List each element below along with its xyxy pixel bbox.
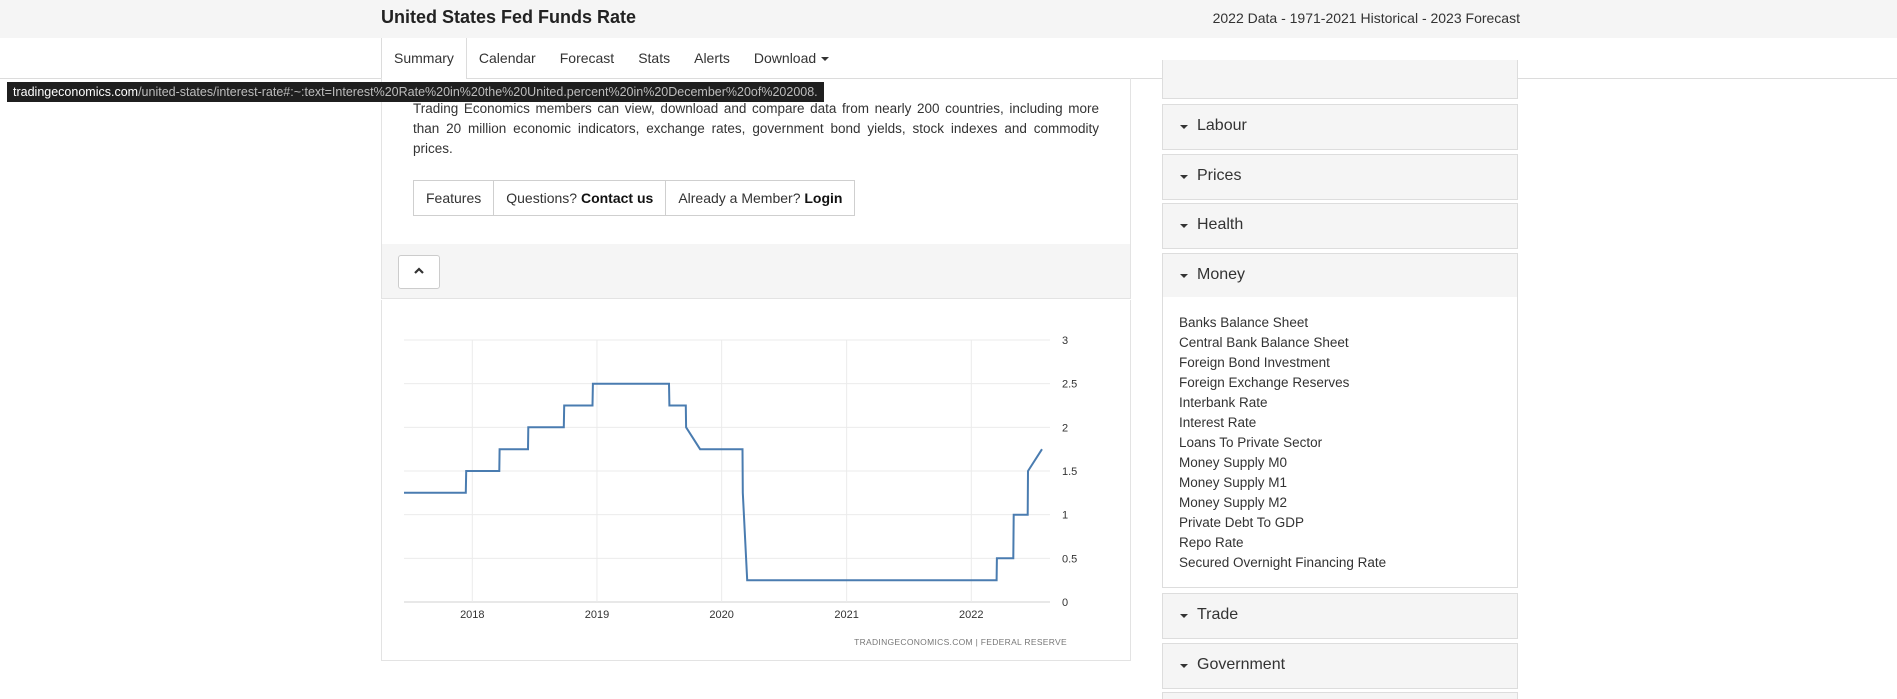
fed-funds-rate-chart: 0 0.5 1 1.5 2 2.5 3 2018 2019 2020 2021 2022 TRADIN… xyxy=(404,335,1077,647)
panel-labour[interactable]: Labour xyxy=(1162,104,1518,150)
tab-calendar[interactable]: Calendar xyxy=(467,38,548,78)
money-list-item[interactable]: Secured Overnight Financing Rate xyxy=(1179,555,1387,570)
tab-forecast[interactable]: Forecast xyxy=(548,38,626,78)
money-list-item[interactable]: Foreign Exchange Reserves xyxy=(1179,375,1350,390)
chart-container: 0 0.5 1 1.5 2 2.5 3 2018 2019 2020 2021 2022 TRADIN… xyxy=(381,300,1131,661)
caret-down-icon xyxy=(1180,614,1188,618)
money-list-item[interactable]: Private Debt To GDP xyxy=(1179,515,1305,530)
y-tick-label: 1 xyxy=(1062,510,1068,522)
caret-down-icon xyxy=(1180,175,1188,179)
money-list-item[interactable]: Money Supply M1 xyxy=(1179,475,1288,490)
features-label: Features xyxy=(426,190,482,206)
header-subtitle: 2022 Data - 1971-2021 Historical - 2023 … xyxy=(1212,10,1520,26)
money-panel-body: Banks Balance Sheet Central Bank Balance … xyxy=(1162,297,1518,588)
panel-health[interactable]: Health xyxy=(1162,203,1518,249)
caret-down-icon xyxy=(1180,274,1188,278)
money-list-item[interactable]: Loans To Private Sector xyxy=(1179,435,1323,450)
page-title: United States Fed Funds Rate xyxy=(381,7,637,27)
chevron-up-icon xyxy=(414,267,424,274)
x-tick-label: 2020 xyxy=(709,609,733,621)
x-tick-label: 2021 xyxy=(834,609,858,621)
caret-down-icon xyxy=(1180,125,1188,129)
tab-alerts[interactable]: Alerts xyxy=(682,38,742,78)
members-promo-box: Trading Economics members can view, down… xyxy=(381,78,1131,245)
y-tick-label: 2.5 xyxy=(1062,379,1077,391)
money-list-item[interactable]: Central Bank Balance Sheet xyxy=(1179,335,1349,350)
chart-toolbar xyxy=(381,244,1131,299)
tab-label: Summary xyxy=(394,50,454,66)
money-list-item[interactable]: Banks Balance Sheet xyxy=(1179,315,1309,330)
chart-source: TRADINGECONOMICS.COM | FEDERAL RESERVE xyxy=(854,637,1067,647)
chart-ticks: 0 0.5 1 1.5 2 2.5 3 2018 2019 2020 2021 2022 xyxy=(460,335,1077,621)
money-list-item[interactable]: Repo Rate xyxy=(1179,535,1244,550)
url-path: /united-states/interest-rate#:~:text=Int… xyxy=(138,85,818,99)
promo-button-group: Features Questions? Contact us Already a… xyxy=(413,180,856,216)
x-tick-label: 2022 xyxy=(959,609,983,621)
nav-tabs: Summary Calendar Forecast Stats Alerts D… xyxy=(381,38,841,79)
y-tick-label: 3 xyxy=(1062,335,1068,347)
money-list-item[interactable]: Interbank Rate xyxy=(1179,395,1268,410)
contact-label: Contact us xyxy=(580,190,654,206)
tab-label: Forecast xyxy=(559,50,615,66)
tab-label: Calendar xyxy=(478,50,536,66)
login-button[interactable]: Already a Member? Login xyxy=(666,181,854,215)
y-tick-label: 0.5 xyxy=(1062,553,1077,565)
contact-us-button[interactable]: Questions? Contact us xyxy=(494,181,667,215)
tab-stats[interactable]: Stats xyxy=(626,38,682,78)
panel-government[interactable]: Government xyxy=(1162,643,1518,689)
x-tick-label: 2019 xyxy=(585,609,609,621)
caret-down-icon xyxy=(1180,224,1188,228)
panel-money[interactable]: Money xyxy=(1162,253,1518,299)
link-url-tooltip: tradingeconomics.com/united-states/inter… xyxy=(7,82,824,102)
caret-down-icon xyxy=(821,57,830,62)
y-tick-label: 0 xyxy=(1062,597,1068,609)
panel-gdp-partial[interactable] xyxy=(1162,60,1518,99)
money-list-item[interactable]: Interest Rate xyxy=(1179,415,1257,430)
panel-prices[interactable]: Prices xyxy=(1162,154,1518,200)
series-line xyxy=(404,382,1043,582)
top-header: United States Fed Funds Rate 2022 Data -… xyxy=(0,0,1897,39)
tab-label: Alerts xyxy=(694,50,730,66)
money-list-item[interactable]: Foreign Bond Investment xyxy=(1179,355,1330,370)
panel-label: Prices xyxy=(1197,167,1242,184)
panel-trade[interactable]: Trade xyxy=(1162,593,1518,639)
url-domain: tradingeconomics.com xyxy=(13,85,139,99)
panel-label: Health xyxy=(1197,216,1244,233)
features-button[interactable]: Features xyxy=(414,181,495,215)
tab-label: Download xyxy=(753,50,817,66)
money-list-item[interactable]: Money Supply M0 xyxy=(1179,455,1288,470)
promo-text: Trading Economics members can view, down… xyxy=(413,101,1099,156)
panel-label: Trade xyxy=(1197,606,1239,623)
login-label: Login xyxy=(804,190,843,206)
y-tick-label: 1.5 xyxy=(1062,466,1077,478)
y-tick-label: 2 xyxy=(1062,422,1068,434)
money-list-item[interactable]: Money Supply M2 xyxy=(1179,495,1288,510)
chart-grid xyxy=(404,339,1050,603)
tab-label: Stats xyxy=(638,50,671,66)
money-indicator-list: Banks Balance Sheet Central Bank Balance … xyxy=(1179,313,1386,573)
panel-label: Government xyxy=(1197,656,1286,673)
tab-download[interactable]: Download xyxy=(742,38,841,78)
caret-down-icon xyxy=(1180,664,1188,668)
nav-bar: Summary Calendar Forecast Stats Alerts D… xyxy=(0,38,1897,79)
collapse-chart-button[interactable] xyxy=(398,255,440,289)
panel-label: Money xyxy=(1197,266,1246,283)
questions-prefix: Questions? xyxy=(506,190,578,206)
member-prefix: Already a Member? xyxy=(678,190,801,206)
x-tick-label: 2018 xyxy=(460,609,484,621)
tab-summary[interactable]: Summary xyxy=(381,38,467,79)
panel-label: Labour xyxy=(1197,117,1247,134)
